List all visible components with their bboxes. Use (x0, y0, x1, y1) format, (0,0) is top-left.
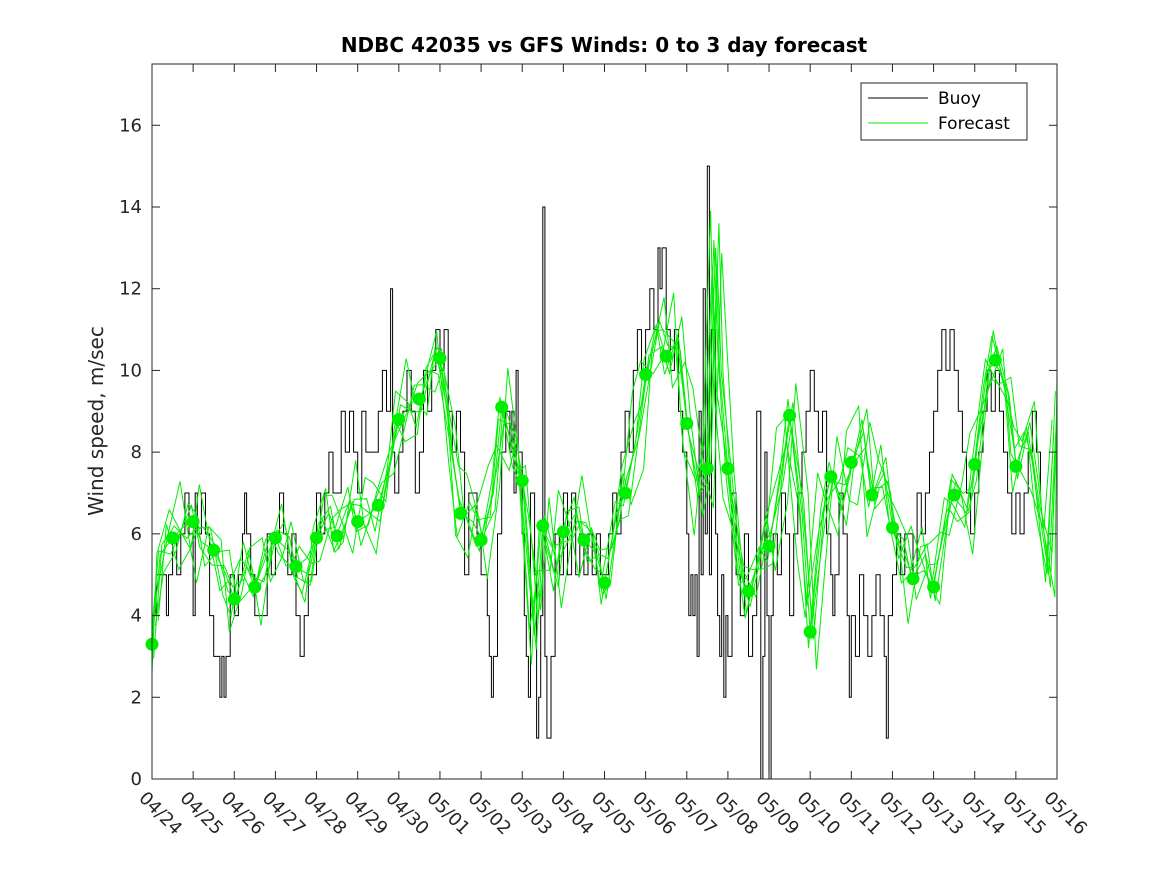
x-tick-label: 05/04 (546, 788, 598, 840)
forecast-marker (536, 519, 550, 533)
forecast-line-4 (151, 210, 1053, 635)
x-tick-label: 05/13 (916, 788, 968, 840)
forecast-marker (1009, 459, 1023, 473)
y-tick-label: 8 (131, 442, 142, 463)
y-tick-label: 4 (131, 606, 142, 627)
forecast-marker (310, 531, 323, 545)
chart-title: NDBC 42035 vs GFS Winds: 0 to 3 day fore… (341, 33, 868, 57)
forecast-marker (330, 529, 344, 543)
x-tick-label: 05/11 (834, 788, 886, 840)
forecast-marker (700, 462, 714, 475)
forecast-marker (865, 488, 879, 502)
forecast-marker (207, 543, 221, 557)
forecast-marker (824, 470, 838, 484)
forecast-marker (762, 539, 776, 553)
plot-background (152, 64, 1057, 779)
forecast-marker (474, 533, 488, 547)
x-tick-label: 05/03 (505, 788, 557, 840)
y-tick-label: 14 (119, 197, 142, 218)
forecast-marker (886, 521, 899, 535)
plot-area (152, 64, 1057, 779)
forecast-marker (577, 533, 591, 547)
forecast-marker (227, 592, 241, 606)
x-tick-label: 05/14 (957, 788, 1009, 840)
forecast-marker (927, 580, 941, 594)
forecast-marker (598, 576, 611, 590)
legend-forecast-label: Forecast (938, 114, 1010, 134)
y-tick-label: 16 (119, 115, 142, 136)
forecast-marker (166, 531, 180, 545)
x-tick-label: 04/28 (299, 788, 351, 840)
forecast-marker (783, 408, 797, 422)
legend-box (860, 82, 1028, 141)
forecast-marker (906, 572, 920, 586)
forecast-marker (248, 580, 262, 594)
x-tick-label: 05/05 (587, 788, 639, 840)
forecast-marker (433, 351, 447, 365)
forecast-marker (515, 474, 529, 488)
x-tick-label: 05/06 (628, 788, 680, 840)
legend: Buoy Forecast (860, 82, 1028, 141)
forecast-marker (803, 625, 817, 639)
forecast-line-2 (151, 266, 1055, 673)
forecast-marker (392, 413, 406, 426)
x-tick-label: 05/16 (1039, 788, 1091, 840)
y-tick-label: 10 (119, 360, 142, 381)
x-tick-label: 05/02 (464, 788, 516, 840)
x-tick-label: 04/25 (176, 788, 228, 840)
y-tick-label: 6 (131, 524, 142, 545)
forecast-marker (371, 498, 385, 512)
forecast-marker (968, 457, 982, 471)
forecast-marker (659, 349, 673, 363)
y-tick-label: 2 (131, 687, 142, 708)
forecast-line-6 (151, 240, 1056, 648)
forecast-marker (680, 417, 694, 430)
forecast-marker (844, 455, 858, 469)
y-tick-label: 0 (131, 769, 142, 790)
x-tick-label: 04/27 (258, 788, 310, 840)
y-tick-label: 12 (119, 279, 142, 300)
forecast-line-5 (153, 263, 1058, 659)
x-tick-label: 04/24 (134, 788, 186, 840)
forecast-marker (721, 462, 735, 475)
forecast-marker (454, 506, 467, 520)
x-tick-label: 05/01 (422, 788, 474, 840)
forecast-markers (145, 349, 1023, 651)
forecast-marker (412, 392, 426, 406)
x-tick-label: 04/30 (381, 788, 433, 840)
forecast-marker (495, 400, 509, 414)
x-tick-label: 05/15 (998, 788, 1050, 840)
forecast-marker (618, 486, 632, 500)
forecast-marker (639, 368, 653, 381)
x-tick-label: 04/26 (217, 788, 269, 840)
x-tick-label: 05/09 (752, 788, 804, 840)
x-tick-label: 05/10 (793, 788, 845, 840)
forecast-marker (351, 515, 365, 529)
forecast-marker (947, 488, 961, 502)
forecast-marker (268, 531, 282, 545)
x-tick-label: 05/07 (669, 788, 721, 840)
forecast-marker (988, 353, 1002, 367)
legend-buoy-label: Buoy (938, 89, 981, 109)
forecast-marker (186, 515, 200, 529)
x-tick-label: 04/29 (340, 788, 392, 840)
x-tick-label: 05/12 (875, 788, 927, 840)
y-axis-label: Wind speed, m/sec (84, 326, 108, 516)
x-tick-label: 05/08 (710, 788, 762, 840)
forecast-series (151, 210, 1058, 673)
forecast-marker (289, 560, 303, 573)
forecast-marker (742, 584, 755, 598)
forecast-marker (556, 525, 570, 539)
